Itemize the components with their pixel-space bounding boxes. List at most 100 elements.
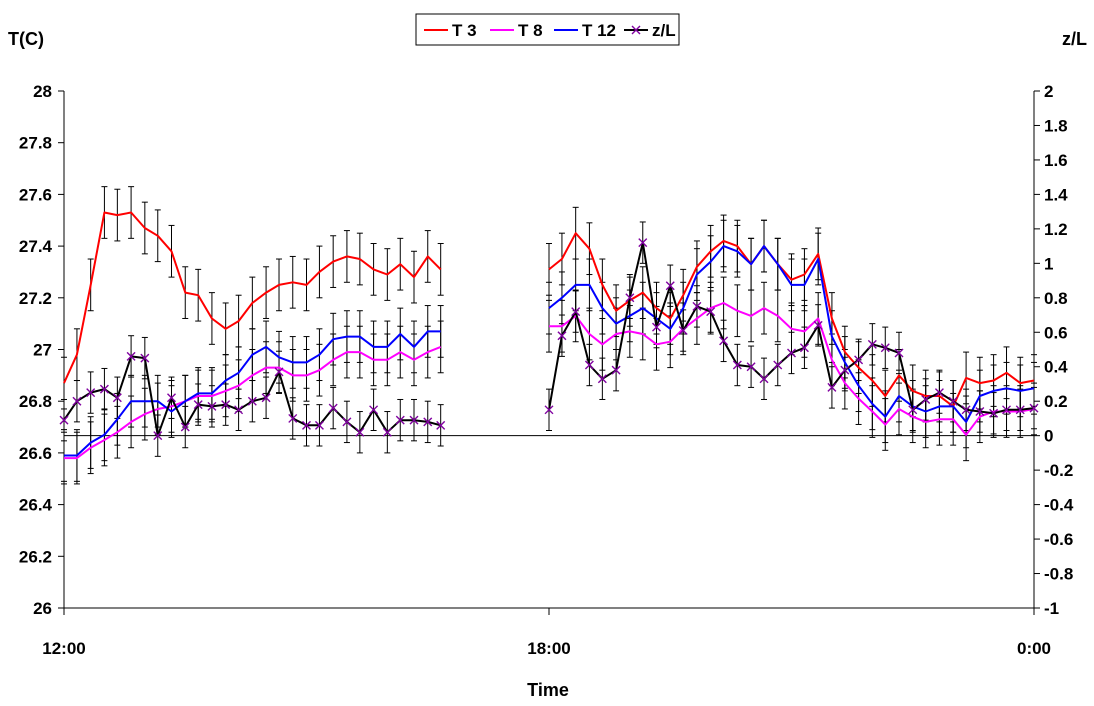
data-point-zl bbox=[638, 238, 648, 248]
data-point-zl bbox=[180, 422, 190, 432]
marker-stroke bbox=[975, 407, 985, 417]
axes bbox=[58, 90, 1040, 615]
marker-stroke bbox=[1015, 405, 1025, 415]
y2-tick-label: 0.4 bbox=[1044, 358, 1068, 377]
y2-tick-label: 0.8 bbox=[1044, 289, 1068, 308]
y-tick-label: 26 bbox=[33, 599, 52, 618]
marker-stroke bbox=[314, 420, 324, 430]
marker-stroke bbox=[665, 281, 675, 291]
data-point-zl bbox=[99, 384, 109, 394]
marker-stroke bbox=[571, 307, 581, 317]
marker-stroke bbox=[557, 331, 567, 341]
data-point-zl bbox=[773, 360, 783, 370]
data-point-zl bbox=[557, 331, 567, 341]
data-point-zl bbox=[611, 365, 621, 375]
data-point-zl bbox=[975, 407, 985, 417]
x-tick-label: 12:00 bbox=[42, 639, 85, 658]
data-point-zl bbox=[827, 382, 837, 392]
marker-stroke bbox=[382, 427, 392, 437]
data-point-zl bbox=[314, 420, 324, 430]
data-point-zl bbox=[652, 322, 662, 332]
marker-stroke bbox=[934, 388, 944, 398]
data-point-zl bbox=[1015, 405, 1025, 415]
x-tick-label: 18:00 bbox=[527, 639, 570, 658]
y-tick-label: 26.2 bbox=[19, 547, 52, 566]
y2-tick-label: -1 bbox=[1044, 599, 1059, 618]
legend-marker bbox=[631, 25, 641, 35]
marker-stroke bbox=[813, 320, 823, 330]
marker-stroke bbox=[894, 348, 904, 358]
marker-stroke bbox=[625, 293, 635, 303]
x-axis-title: Time bbox=[527, 680, 569, 700]
y2-tick-label: -0.6 bbox=[1044, 530, 1073, 549]
data-point-zl bbox=[867, 339, 877, 349]
data-point-zl bbox=[1002, 405, 1012, 415]
marker-stroke bbox=[611, 365, 621, 375]
data-point-zl bbox=[395, 415, 405, 425]
data-point-zl bbox=[234, 405, 244, 415]
data-point-zl bbox=[112, 393, 122, 403]
data-point-zl bbox=[221, 400, 231, 410]
y2-tick-label: 0.6 bbox=[1044, 323, 1068, 342]
data-point-zl bbox=[921, 394, 931, 404]
data-point-zl bbox=[302, 420, 311, 430]
marker-stroke bbox=[840, 365, 850, 375]
y-tick-label: 26.4 bbox=[19, 496, 53, 515]
marker-stroke bbox=[274, 367, 284, 377]
data-point-zl bbox=[261, 393, 271, 403]
data-point-zl bbox=[908, 405, 918, 415]
marker-stroke bbox=[193, 400, 203, 410]
error-bars bbox=[61, 186, 1037, 485]
marker-stroke bbox=[597, 374, 607, 384]
marker-stroke bbox=[328, 403, 338, 413]
marker-stroke bbox=[773, 360, 783, 370]
marker-stroke bbox=[921, 394, 931, 404]
data-point-zl bbox=[948, 396, 958, 406]
y2-tick-label: -0.4 bbox=[1044, 496, 1074, 515]
data-point-zl bbox=[126, 351, 136, 361]
y2-tick-label: 2 bbox=[1044, 82, 1053, 101]
marker-stroke bbox=[1002, 405, 1012, 415]
marker-stroke bbox=[302, 420, 311, 430]
data-point-zl bbox=[732, 360, 742, 370]
data-point-zl bbox=[193, 400, 203, 410]
data-point-zl bbox=[423, 417, 433, 427]
data-point-zl bbox=[167, 393, 177, 403]
series-line-t-3 bbox=[63, 211, 442, 384]
data-point-zl bbox=[880, 343, 890, 353]
marker-stroke bbox=[126, 351, 136, 361]
series-line-t-12 bbox=[548, 245, 1035, 423]
data-point-zl bbox=[719, 336, 729, 346]
y-tick-label: 27.4 bbox=[19, 237, 53, 256]
data-point-zl bbox=[86, 388, 96, 398]
marker-stroke bbox=[584, 360, 594, 370]
marker-stroke bbox=[153, 431, 163, 441]
y2-tick-label: 0.2 bbox=[1044, 392, 1068, 411]
data-point-zl bbox=[382, 427, 392, 437]
marker-stroke bbox=[112, 393, 122, 403]
marker-stroke bbox=[854, 355, 864, 365]
data-point-zl bbox=[894, 348, 904, 358]
legend-label: T 12 bbox=[582, 21, 616, 40]
marker-stroke bbox=[342, 417, 352, 427]
y-axis-title: T(C) bbox=[8, 29, 44, 49]
tick-labels: 26 26.2 26.4 26.6 26.8 27 27.2 27.4 27.6 27.8 28 -1… bbox=[19, 82, 1074, 658]
marker-stroke bbox=[355, 427, 365, 437]
data-point-zl bbox=[934, 388, 944, 398]
marker-stroke bbox=[746, 362, 756, 372]
series-line-t-8 bbox=[549, 302, 1035, 436]
marker-stroke bbox=[799, 343, 809, 353]
y2-tick-label: -0.2 bbox=[1044, 461, 1073, 480]
data-point-zl bbox=[247, 396, 257, 406]
marker-stroke bbox=[961, 405, 971, 415]
marker-stroke bbox=[638, 238, 648, 248]
data-point-zl bbox=[840, 365, 850, 375]
data-point-zl bbox=[369, 405, 379, 415]
y-tick-label: 28 bbox=[33, 82, 52, 101]
y-tick-label: 27 bbox=[33, 341, 52, 360]
marker-stroke bbox=[288, 413, 298, 423]
marker-stroke bbox=[652, 322, 662, 332]
data-point-zl bbox=[961, 405, 971, 415]
data-point-zl bbox=[989, 408, 999, 418]
data-point-zl bbox=[813, 320, 823, 330]
